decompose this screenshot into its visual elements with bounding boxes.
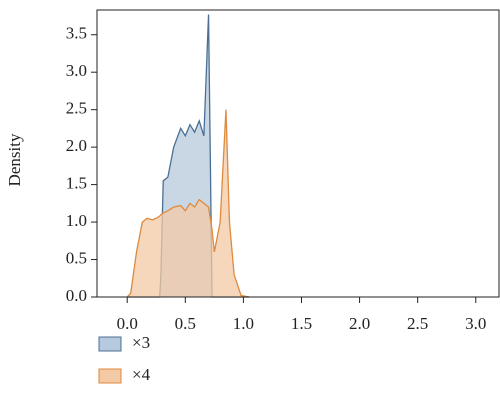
y-tick-label: 2.5 [66,99,87,118]
x-tick-label: 1.5 [291,314,312,333]
legend-label: ×4 [132,365,151,384]
y-tick-label: 1.5 [66,174,87,193]
x-tick-label: 0.5 [175,314,196,333]
density-area [127,109,250,298]
y-axis-label: Density [5,133,24,186]
y-tick-label: 3.5 [66,24,87,43]
y-tick-label: 2.0 [66,136,87,155]
y-tick-label: 0.0 [66,286,87,305]
legend-swatch [98,336,122,352]
plot-frame [96,9,500,298]
legend-label: ×3 [132,333,150,352]
legend-swatch [98,368,122,384]
x-tick-label: 0.0 [117,314,138,333]
x-tick-label: 2.5 [407,314,428,333]
density-area [127,14,250,297]
x-tick-label: 1.0 [233,314,254,333]
y-tick-label: 0.5 [66,248,87,267]
y-tick-label: 1.0 [66,211,87,230]
x-tick-label: 3.0 [465,314,486,333]
y-tick-label: 3.0 [66,61,87,80]
x-tick-label: 2.0 [349,314,370,333]
density-line [126,109,250,298]
